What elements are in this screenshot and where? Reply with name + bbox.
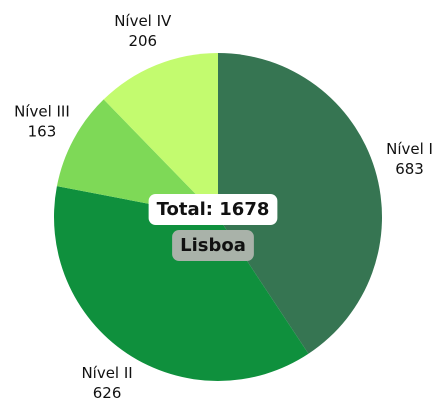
center-label-box — [148, 194, 278, 225]
pie-slice — [56, 99, 218, 217]
center-sublabel: Lisboa — [180, 235, 246, 256]
slice-name: Nível IV — [114, 12, 172, 30]
slice-value: 206 — [128, 32, 157, 50]
slice-name: Nível III — [14, 103, 70, 121]
pie — [54, 52, 383, 381]
slice-name: Nível I — [386, 140, 433, 158]
slice-name: Nível II — [81, 364, 132, 382]
slice-value: 163 — [28, 123, 57, 141]
pie-slice — [103, 52, 218, 217]
pie-slice — [218, 53, 383, 354]
center-label: Total: 1678 — [157, 199, 270, 220]
center-sublabel-box — [172, 230, 254, 261]
slice-value: 626 — [93, 384, 122, 402]
labels: Nível I 683 Nível II 626 Nível III 163 Nível I… — [14, 12, 433, 402]
pie-slice — [54, 186, 309, 381]
slice-value: 683 — [395, 160, 424, 178]
